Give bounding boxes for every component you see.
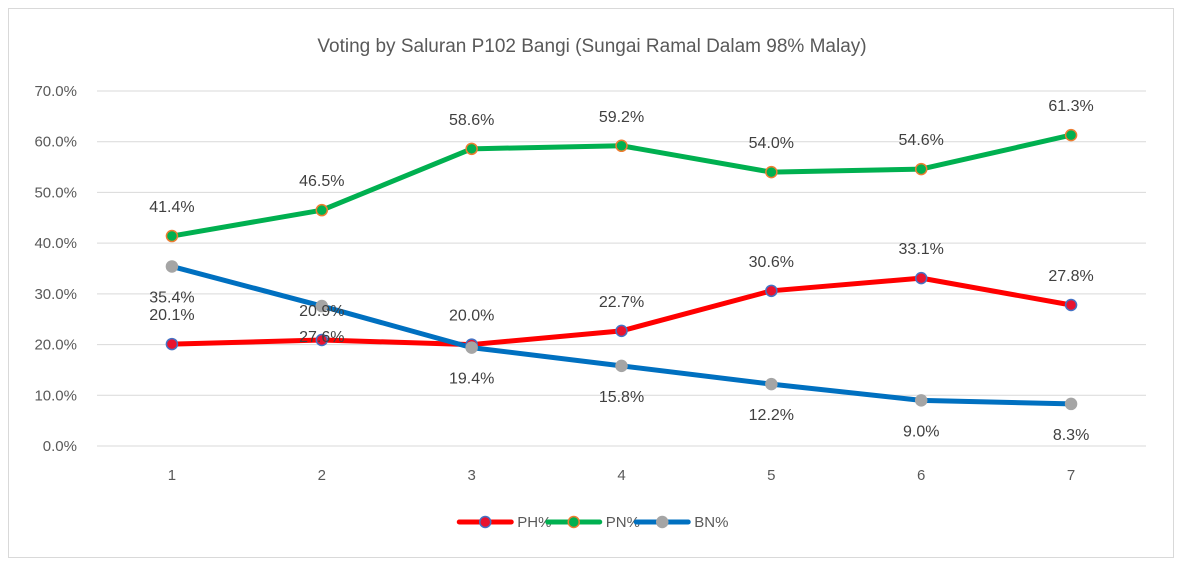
x-tick-label: 6: [917, 467, 925, 484]
data-label: 20.9%: [299, 303, 344, 320]
data-point: [914, 271, 928, 285]
data-label: 54.6%: [899, 132, 944, 149]
data-labels: 20.1% 20.9% 20.0% 22.7% 30.6% 33.1% 27.8% 41.4%…: [149, 98, 1094, 444]
x-tick-label: 1: [168, 467, 176, 484]
y-tick-label: 30.0%: [34, 286, 77, 303]
legend: PH% PN% BN%: [456, 514, 728, 531]
data-label: 33.1%: [899, 241, 944, 258]
data-label: 27.8%: [1048, 268, 1093, 285]
data-label: 19.4%: [449, 371, 494, 388]
data-label: 20.1%: [149, 307, 194, 324]
data-point: [1064, 298, 1078, 312]
data-label: 61.3%: [1048, 98, 1093, 115]
data-point: [765, 377, 778, 391]
data-point: [165, 229, 179, 243]
legend-marker: [567, 515, 580, 529]
x-tick-label: 5: [767, 467, 775, 484]
x-tick-label: 7: [1067, 467, 1075, 484]
y-tick-label: 0.0%: [43, 438, 77, 455]
series-group: [165, 128, 1078, 411]
y-axis-ticks: 0.0% 10.0% 20.0% 30.0% 40.0% 50.0% 60.0% 70.0%: [34, 83, 77, 455]
data-point: [315, 299, 329, 313]
data-label: 41.4%: [149, 199, 194, 216]
data-point: [165, 337, 179, 351]
legend-label: PH%: [517, 514, 551, 531]
y-tick-label: 50.0%: [34, 184, 77, 201]
data-label: 46.5%: [299, 173, 344, 190]
data-label: 54.0%: [749, 135, 794, 152]
chart-frame: [8, 8, 1174, 558]
y-tick-label: 40.0%: [34, 235, 77, 252]
data-label: 30.6%: [749, 254, 794, 271]
data-point: [765, 284, 778, 298]
data-point: [315, 333, 329, 347]
data-label: 22.7%: [599, 294, 644, 311]
y-tick-label: 60.0%: [34, 134, 77, 151]
data-point: [1064, 128, 1078, 142]
data-label: 59.2%: [599, 109, 644, 126]
data-point: [465, 341, 478, 354]
data-label: 27.6%: [299, 329, 344, 346]
data-point: [914, 162, 928, 176]
data-label: 58.6%: [449, 112, 494, 129]
legend-marker: [656, 515, 669, 529]
data-label: 20.0%: [449, 308, 494, 325]
x-axis-ticks: 1 2 3 4 5 6 7: [168, 467, 1075, 484]
y-tick-label: 70.0%: [34, 83, 77, 100]
y-tick-label: 20.0%: [34, 337, 77, 354]
legend-marker: [479, 515, 492, 529]
x-tick-label: 3: [467, 467, 475, 484]
data-label: 8.3%: [1053, 427, 1089, 444]
chart-title: Voting by Saluran P102 Bangi (Sungai Ram…: [317, 36, 866, 57]
data-point: [1064, 397, 1078, 411]
data-label: 35.4%: [149, 289, 194, 306]
legend-label: PN%: [606, 514, 640, 531]
data-point: [315, 203, 329, 217]
data-point: [615, 139, 628, 153]
legend-label: BN%: [694, 514, 728, 531]
data-point: [165, 260, 179, 273]
data-point: [615, 359, 628, 373]
data-point: [465, 142, 478, 156]
x-tick-label: 4: [617, 467, 625, 484]
data-point: [765, 165, 778, 179]
data-label: 12.2%: [749, 407, 794, 424]
x-tick-label: 2: [318, 467, 326, 484]
data-point: [615, 324, 628, 338]
y-tick-label: 10.0%: [34, 387, 77, 404]
data-label: 9.0%: [903, 423, 939, 440]
data-label: 15.8%: [599, 389, 644, 406]
data-point: [914, 394, 928, 407]
gridlines: [97, 90, 1146, 447]
